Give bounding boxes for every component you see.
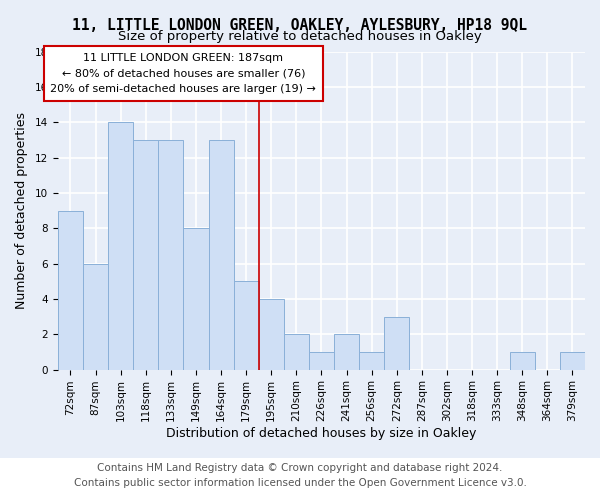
Bar (334, 334, 359, 370)
Bar (284, 334, 309, 370)
Text: Contains HM Land Registry data © Crown copyright and database right 2024.
Contai: Contains HM Land Registry data © Crown c… (74, 462, 526, 487)
Bar (133, 140, 158, 370)
Bar (83, 264, 108, 370)
Bar (158, 140, 184, 370)
Text: Size of property relative to detached houses in Oakley: Size of property relative to detached ho… (118, 30, 482, 43)
Bar (359, 352, 384, 370)
Text: 11 LITTLE LONDON GREEN: 187sqm
← 80% of detached houses are smaller (76)
20% of : 11 LITTLE LONDON GREEN: 187sqm ← 80% of … (50, 53, 316, 94)
Bar (560, 352, 585, 370)
Bar (233, 281, 259, 370)
Bar (384, 316, 409, 370)
Bar (58, 210, 83, 370)
Text: 11, LITTLE LONDON GREEN, OAKLEY, AYLESBURY, HP18 9QL: 11, LITTLE LONDON GREEN, OAKLEY, AYLESBU… (73, 18, 527, 32)
Bar (259, 299, 284, 370)
Bar (209, 140, 233, 370)
Bar (108, 122, 133, 370)
Y-axis label: Number of detached properties: Number of detached properties (15, 112, 28, 309)
Bar (184, 228, 209, 370)
X-axis label: Distribution of detached houses by size in Oakley: Distribution of detached houses by size … (166, 427, 476, 440)
Bar (309, 352, 334, 370)
Bar (510, 352, 535, 370)
